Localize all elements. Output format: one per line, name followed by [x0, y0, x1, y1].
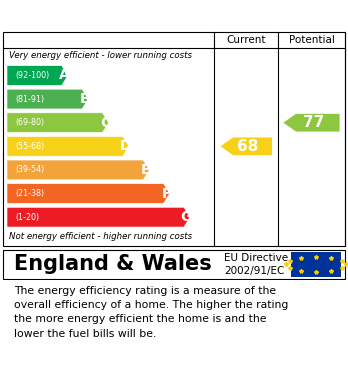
Text: C: C — [100, 116, 110, 130]
Polygon shape — [7, 66, 68, 85]
Text: (39-54): (39-54) — [16, 165, 45, 174]
Text: E: E — [141, 163, 150, 177]
Text: 68: 68 — [237, 139, 259, 154]
Text: A: A — [59, 68, 70, 83]
Polygon shape — [7, 207, 190, 227]
Polygon shape — [221, 138, 272, 155]
Text: EU Directive
2002/91/EC: EU Directive 2002/91/EC — [224, 253, 288, 276]
Text: (81-91): (81-91) — [16, 95, 45, 104]
Text: Current: Current — [227, 35, 266, 45]
Text: G: G — [181, 210, 192, 224]
Polygon shape — [283, 114, 340, 131]
Text: (55-68): (55-68) — [16, 142, 45, 151]
Polygon shape — [7, 89, 88, 109]
Bar — [291, 252, 341, 277]
Text: (1-20): (1-20) — [16, 213, 40, 222]
Polygon shape — [7, 160, 150, 180]
Text: Very energy efficient - lower running costs: Very energy efficient - lower running co… — [9, 52, 192, 61]
Text: 77: 77 — [303, 115, 324, 130]
Polygon shape — [7, 136, 129, 156]
Text: (21-38): (21-38) — [16, 189, 45, 198]
Text: (92-100): (92-100) — [16, 71, 50, 80]
Text: Energy Efficiency Rating: Energy Efficiency Rating — [63, 7, 285, 22]
Polygon shape — [7, 113, 109, 133]
Text: B: B — [79, 92, 90, 106]
Polygon shape — [7, 184, 170, 203]
Text: The energy efficiency rating is a measure of the
overall efficiency of a home. T: The energy efficiency rating is a measur… — [14, 285, 288, 339]
Text: F: F — [161, 187, 171, 201]
Text: Potential: Potential — [288, 35, 334, 45]
Text: D: D — [120, 139, 131, 153]
Text: England & Wales: England & Wales — [14, 254, 212, 274]
Text: (69-80): (69-80) — [16, 118, 45, 127]
Text: Not energy efficient - higher running costs: Not energy efficient - higher running co… — [9, 232, 192, 241]
